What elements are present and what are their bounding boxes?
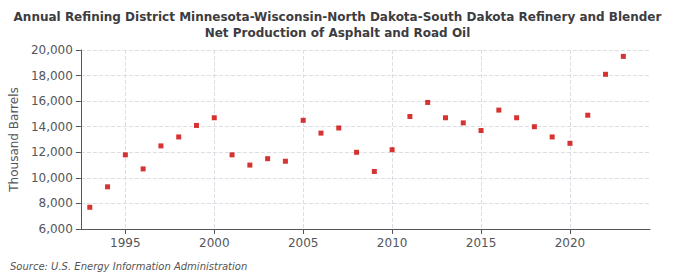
svg-text:16,000: 16,000	[31, 94, 73, 108]
svg-text:2005: 2005	[288, 236, 319, 250]
svg-text:20,000: 20,000	[31, 43, 73, 57]
svg-text:Net Production of Asphalt and: Net Production of Asphalt and Road Oil	[205, 26, 471, 40]
svg-text:6,000: 6,000	[39, 222, 73, 236]
svg-text:10,000: 10,000	[31, 171, 73, 185]
svg-text:2010: 2010	[377, 236, 408, 250]
svg-text:12,000: 12,000	[31, 145, 73, 159]
svg-text:1995: 1995	[110, 236, 141, 250]
svg-text:2015: 2015	[466, 236, 497, 250]
svg-text:2000: 2000	[199, 236, 230, 250]
svg-text:18,000: 18,000	[31, 69, 73, 83]
svg-text:Source: U.S. Energy Informatio: Source: U.S. Energy Information Administ…	[10, 261, 247, 272]
svg-text:8,000: 8,000	[39, 196, 73, 210]
svg-text:14,000: 14,000	[31, 120, 73, 134]
svg-text:Annual Refining District Minne: Annual Refining District Minnesota-Wisco…	[14, 10, 662, 24]
svg-text:Thousand Barrels: Thousand Barrels	[7, 87, 21, 192]
svg-text:2020: 2020	[555, 236, 586, 250]
